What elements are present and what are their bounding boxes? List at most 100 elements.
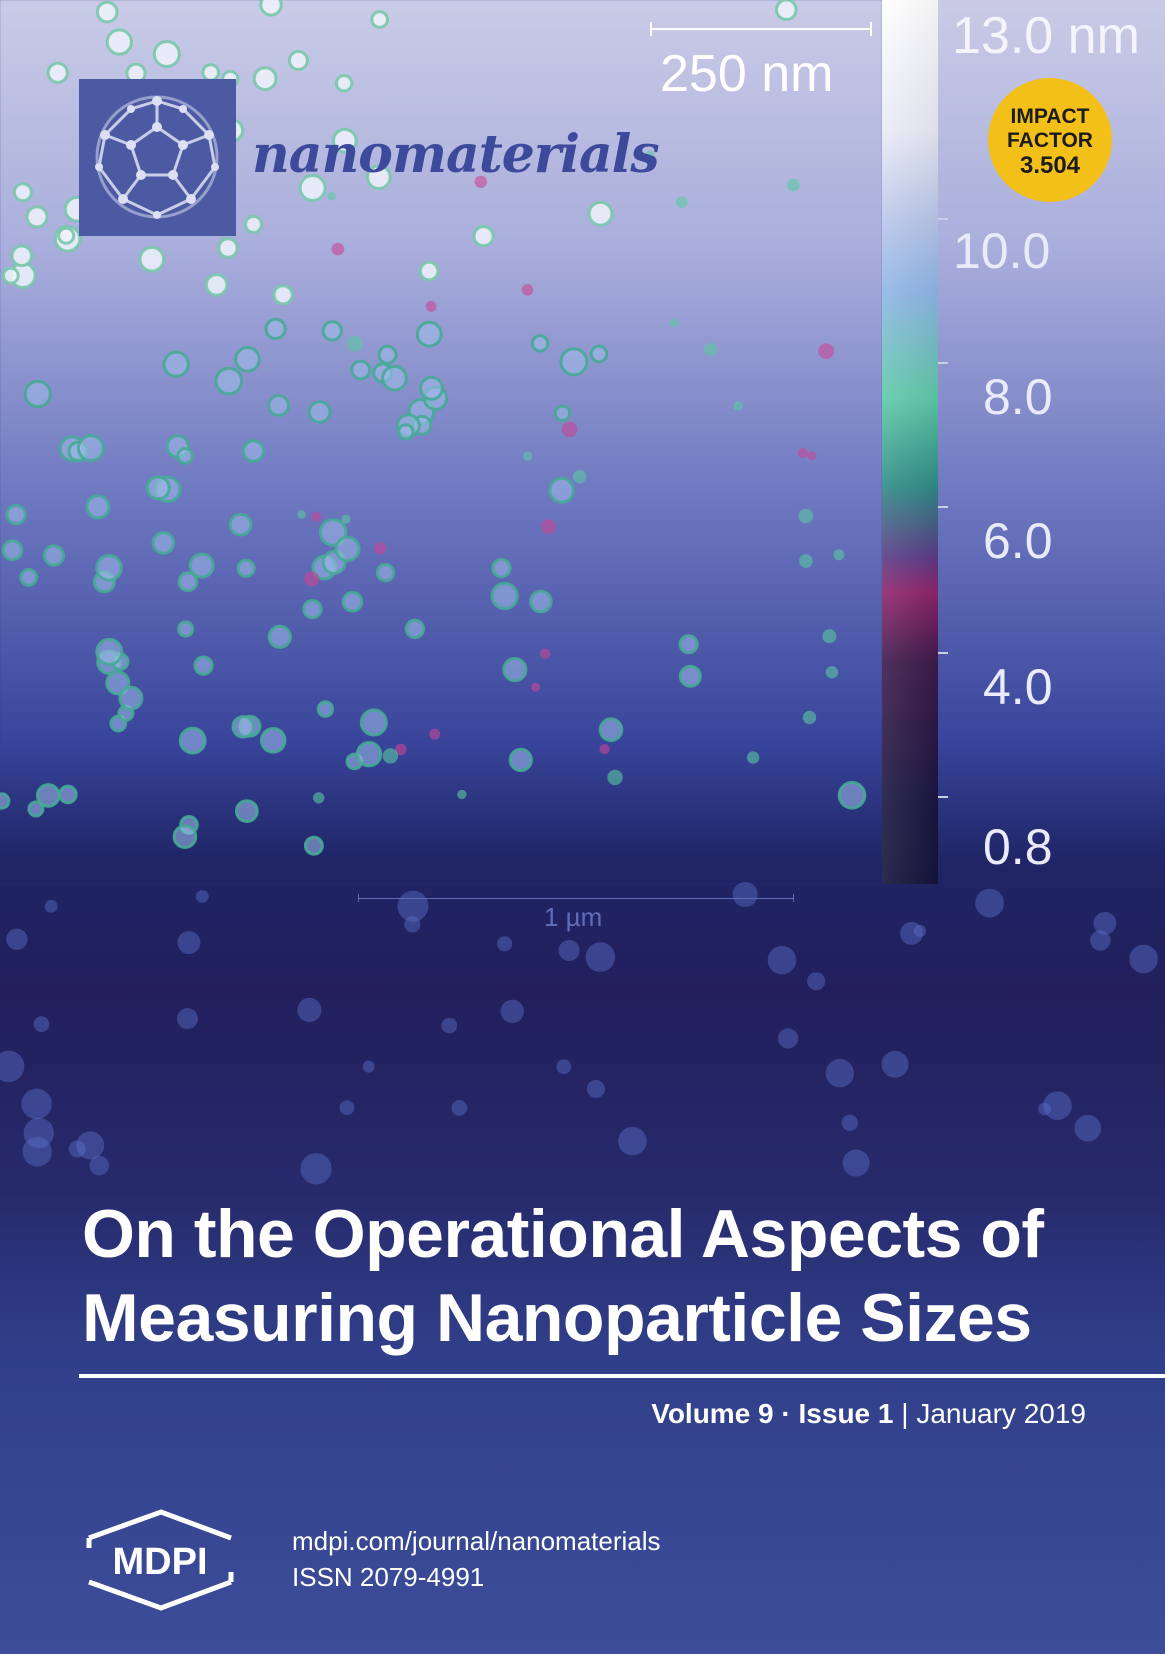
nanoparticle	[304, 571, 320, 587]
nanoparticle	[105, 28, 133, 56]
nanoparticle	[355, 741, 383, 768]
nanoparticle-blurred	[841, 1114, 858, 1132]
nanoparticle	[502, 657, 528, 683]
nanoparticle	[531, 682, 541, 692]
nanoparticle	[381, 364, 408, 392]
colorbar-tick-label: 4.0	[983, 659, 1053, 715]
nanoparticle-blurred	[1038, 1102, 1051, 1116]
issue-label: Issue 1	[798, 1398, 894, 1429]
nanoparticle	[541, 519, 556, 535]
nanoparticle	[678, 634, 699, 655]
nanoparticle	[375, 562, 396, 583]
nanoparticle	[138, 245, 166, 273]
nanoparticle	[234, 799, 259, 823]
nanoparticle-blurred	[1090, 930, 1111, 951]
nanoparticle	[264, 317, 287, 340]
nanoparticle	[46, 61, 69, 84]
nanoparticle-blurred	[89, 1155, 109, 1176]
nanoparticle	[415, 320, 443, 348]
nanoparticle	[321, 320, 343, 342]
nanoparticle	[1, 539, 24, 562]
nanoparticle	[331, 242, 345, 256]
nanoparticle-blurred	[23, 1117, 54, 1149]
scale-bar-1um	[358, 894, 794, 902]
journal-website[interactable]: mdpi.com/journal/nanomaterials	[292, 1526, 661, 1556]
nanoparticle-blurred	[767, 945, 797, 975]
nanoparticle	[350, 359, 372, 381]
nanoparticle	[397, 423, 415, 441]
nanoparticle	[678, 664, 702, 688]
nanoparticle	[521, 284, 534, 296]
nanoparticle	[177, 571, 199, 593]
nanoparticle	[118, 685, 144, 711]
colorbar-shade	[882, 0, 938, 884]
nanoparticle	[42, 544, 66, 567]
nanoparticle	[313, 792, 325, 804]
nanoparticle	[587, 200, 614, 227]
nanoparticle	[95, 0, 119, 24]
nanoparticle	[23, 379, 52, 409]
nanoparticle	[311, 511, 322, 522]
volume-label: Volume 9	[651, 1398, 774, 1429]
nanoparticle	[598, 717, 624, 743]
colorbar-tick-label: 6.0	[983, 513, 1053, 569]
nanoparticle-blurred	[22, 1137, 52, 1167]
nanoparticle	[5, 503, 27, 526]
nanoparticle	[529, 589, 553, 614]
nanoparticle-blurred	[881, 1050, 909, 1078]
nanoparticle-blurred	[195, 890, 209, 903]
impact-factor-line1: IMPACT	[1010, 105, 1090, 128]
nanoparticle	[57, 226, 76, 245]
nanoparticle-blurred	[1043, 1091, 1072, 1120]
nanoparticle	[733, 401, 743, 411]
nanoparticle	[145, 475, 171, 501]
issue-info: Volume 9 · Issue 1 | January 2019	[651, 1398, 1086, 1430]
nanoparticle	[303, 835, 324, 856]
height-colorbar	[882, 0, 938, 884]
nanoparticle	[152, 40, 181, 68]
nanoparticle	[818, 343, 835, 359]
nanoparticle-blurred	[825, 1059, 854, 1088]
nanoparticle	[162, 350, 190, 378]
nanoparticle-blurred	[297, 997, 322, 1023]
nanoparticle	[645, 150, 655, 161]
nanoparticle	[244, 214, 263, 234]
nanoparticle	[822, 629, 837, 644]
nanoparticle	[382, 748, 399, 764]
nanoparticle	[267, 394, 291, 417]
nanoparticle	[833, 549, 845, 561]
nanoparticle	[807, 451, 817, 461]
nanoparticle	[395, 743, 407, 756]
nanoparticle	[374, 542, 387, 555]
nanoparticle-blurred	[585, 942, 616, 972]
nanoparticle	[559, 347, 589, 377]
nanoparticle	[307, 400, 332, 424]
nanoparticle	[419, 375, 444, 401]
article-title: On the Operational Aspects of Measuring …	[82, 1192, 1142, 1360]
nanoparticle	[12, 182, 33, 203]
nanoparticle	[188, 552, 215, 579]
nanoparticle	[341, 590, 364, 613]
nanoparticle-blurred	[1074, 1114, 1102, 1142]
nanoparticle	[474, 175, 487, 188]
nanoparticle	[825, 666, 839, 679]
fullerene-icon	[95, 95, 219, 219]
nanoparticle	[151, 531, 176, 555]
nanoparticle	[287, 50, 309, 71]
nanoparticle	[0, 792, 11, 810]
nanoparticle-blurred	[900, 921, 924, 945]
nanoparticle-blurred	[1093, 911, 1117, 935]
nanoparticle	[366, 164, 392, 190]
nanoparticle	[176, 447, 194, 465]
issue-divider: |	[901, 1398, 909, 1429]
nanoparticle-blurred	[500, 999, 524, 1023]
colorbar-max-label: 13.0 nm	[952, 7, 1140, 65]
nanoparticle	[298, 174, 327, 202]
nanoparticle-blurred	[451, 1100, 468, 1116]
nanoparticle	[234, 346, 261, 373]
nanoparticle	[359, 708, 388, 737]
nanoparticle-blurred	[807, 972, 826, 991]
nanoparticle-blurred	[177, 931, 201, 955]
issue-date: January 2019	[916, 1398, 1086, 1429]
